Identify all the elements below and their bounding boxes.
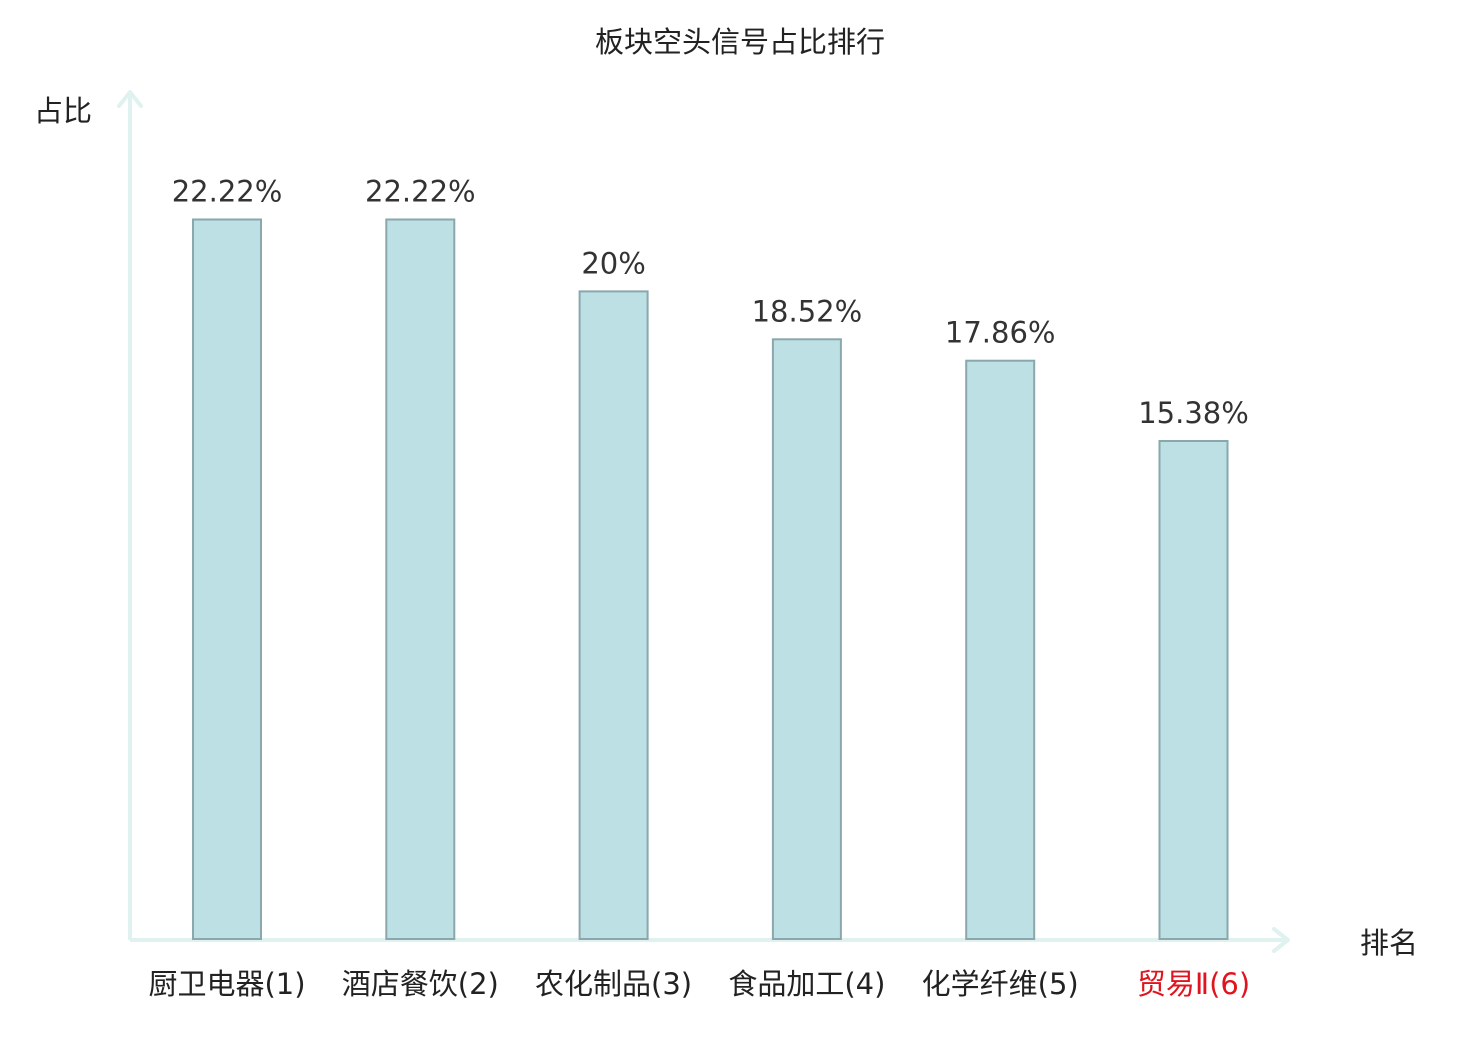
- bar-value-label: 22.22%: [365, 175, 476, 209]
- bar-value-label: 17.86%: [945, 316, 1056, 350]
- bar: [385, 218, 456, 940]
- chart-title: 板块空头信号占比排行: [595, 25, 885, 59]
- category-label: 化学纤维(5): [922, 967, 1079, 1001]
- bar-value-label: 18.52%: [752, 294, 863, 328]
- x-axis-arrowhead: [1272, 927, 1290, 953]
- bar: [192, 218, 262, 940]
- category-label: 厨卫电器(1): [148, 967, 305, 1001]
- bar-value-label: 15.38%: [1138, 396, 1249, 430]
- category-label: 农化制品(3): [535, 967, 692, 1001]
- category-label: 食品加工(4): [728, 967, 885, 1001]
- x-axis-label: 排名: [1360, 926, 1418, 960]
- bar: [1158, 440, 1229, 940]
- bar-value-label: 22.22%: [172, 175, 283, 209]
- bar: [965, 359, 1036, 940]
- bar: [771, 338, 842, 940]
- y-axis-label: 占比: [34, 94, 92, 128]
- bar: [578, 290, 649, 940]
- category-label: 贸易Ⅱ(6): [1137, 967, 1250, 1001]
- bars-group: 22.22% 厨卫电器(1) 22.22% 酒店餐饮(2) 20% 农化制品(3) 18.5…: [148, 175, 1250, 1002]
- bar-value-label: 20%: [581, 246, 645, 280]
- y-axis-arrowhead: [117, 90, 143, 108]
- axes: [117, 90, 1290, 953]
- category-label: 酒店餐饮(2): [342, 967, 499, 1001]
